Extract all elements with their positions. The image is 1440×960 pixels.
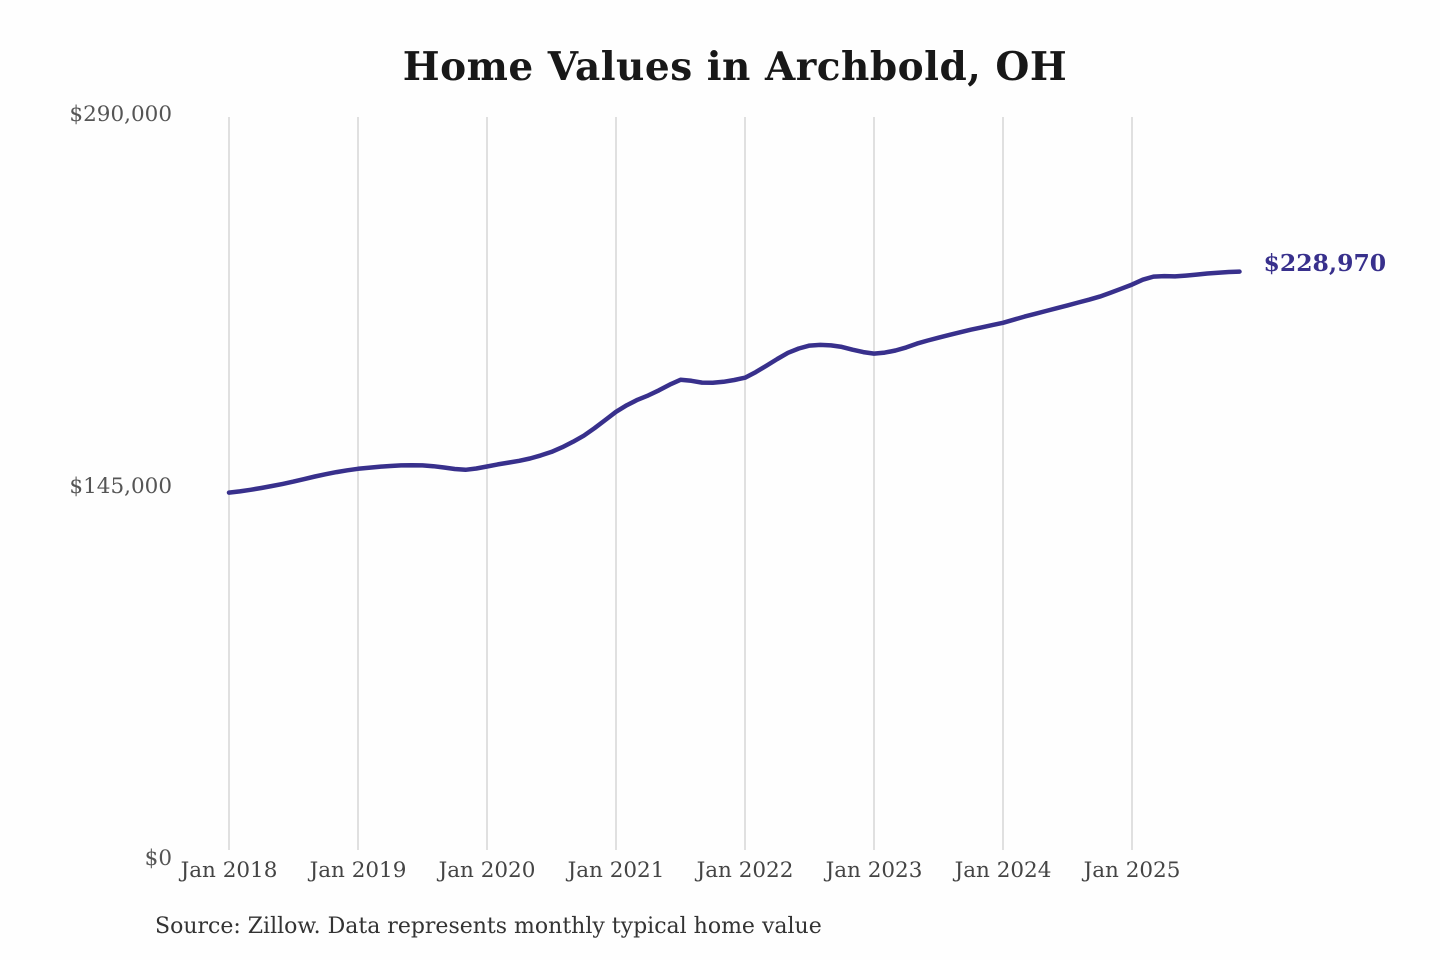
- x-axis-tick-label: Jan 2025: [1083, 858, 1181, 883]
- x-axis-tick-label: Jan 2018: [180, 858, 278, 883]
- x-axis-tick-label: Jan 2024: [954, 858, 1052, 883]
- x-axis-tick-label: Jan 2023: [825, 858, 923, 883]
- x-axis-tick-label: Jan 2021: [567, 858, 665, 883]
- home-value-line: [226, 269, 1242, 495]
- chart-title: Home Values in Archbold, OH: [402, 44, 1068, 90]
- current-value-label: $228,970: [1263, 248, 1387, 277]
- x-axis-tick-label: Jan 2019: [309, 858, 407, 883]
- y-axis-tick-label: $0: [144, 846, 172, 871]
- y-axis-tick-label: $290,000: [69, 102, 172, 127]
- y-axis-tick-label: $145,000: [69, 474, 172, 499]
- x-axis-tick-label: Jan 2022: [696, 858, 794, 883]
- x-axis-tick-label: Jan 2020: [438, 858, 536, 883]
- source-note: Source: Zillow. Data represents monthly …: [155, 914, 822, 939]
